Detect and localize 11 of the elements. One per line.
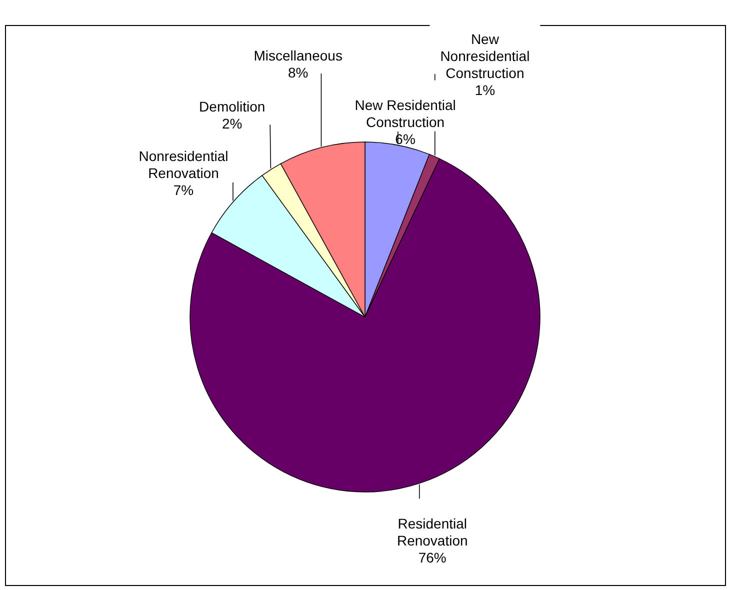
slice-label: Demolition <box>199 98 266 115</box>
slice-label: Nonresidential Renovation <box>138 148 228 181</box>
slice-label: New Residential Construction <box>354 96 456 130</box>
data-label: 8% <box>288 64 308 80</box>
data-label: 2% <box>222 116 242 132</box>
data-label: 1% <box>474 82 496 98</box>
slice-label: New Nonresidential Construction <box>440 30 530 81</box>
slice-label: Residential Renovation <box>396 515 468 548</box>
data-label: 7% <box>173 182 194 198</box>
slice-label: Miscellaneous <box>254 47 342 64</box>
data-label: 76% <box>418 549 446 566</box>
